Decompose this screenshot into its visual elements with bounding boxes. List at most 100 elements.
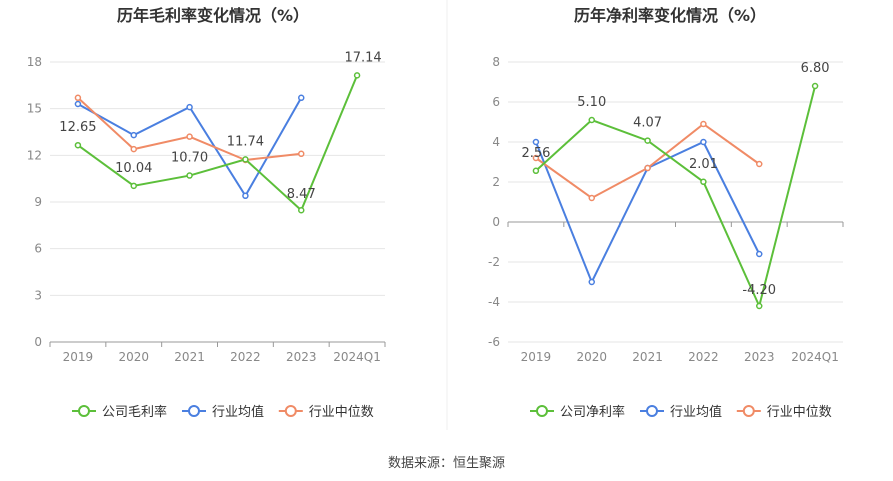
data-point [74, 94, 82, 102]
legend-swatch-marker [284, 405, 297, 417]
y-tick-label: 0 [34, 335, 42, 349]
legend-label: 行业均值 [212, 404, 264, 420]
x-tick-label: 2023 [744, 350, 775, 364]
data-point [588, 194, 595, 202]
data-point [644, 137, 651, 144]
series-line [535, 85, 817, 310]
data-point [298, 150, 305, 158]
legend-label: 公司净利率 [560, 404, 625, 420]
x-tick-label: 2022 [230, 350, 261, 364]
legend-label: 公司毛利率 [102, 404, 167, 420]
legend-item-industry_avg[interactable]: 行业均值 [182, 404, 264, 420]
data-point [130, 182, 137, 190]
series-industry_avg [74, 94, 305, 200]
data-label: 12.65 [59, 120, 96, 135]
series-line [77, 74, 359, 212]
legend-swatch-marker [742, 405, 755, 417]
legend-item-company[interactable]: 公司毛利率 [72, 404, 167, 420]
data-label: 10.70 [171, 151, 208, 166]
data-point [242, 156, 249, 163]
data-point [700, 178, 707, 186]
data-point [756, 302, 763, 310]
y-tick-label: 15 [27, 102, 42, 116]
y-tick-label: -4 [488, 295, 500, 309]
y-tick-label: 4 [492, 135, 500, 149]
series-industry_avg [532, 138, 763, 286]
data-point [644, 164, 651, 172]
data-point [74, 100, 82, 108]
x-tick-label: 2020 [576, 350, 607, 364]
legend: 公司净利率 行业均值 行业中位数 [530, 404, 832, 420]
legend-swatch-marker [536, 405, 548, 417]
x-tick-label: 2023 [286, 350, 317, 364]
data-label: 6.80 [801, 61, 830, 76]
series-company: 2.56 5.10 4.07 2.01 -4.20 6.80 [521, 61, 830, 310]
y-tick-label: 2 [492, 175, 500, 189]
data-point [74, 141, 82, 149]
data-label: 11.74 [227, 134, 264, 149]
data-point [532, 154, 540, 162]
series-line [534, 140, 761, 285]
chart-2: 历年净利率变化情况（%） -6 -4 -2 0 2 4 6 8 2019 2020 2021 2022 2… [488, 6, 844, 420]
y-tick-label: 9 [34, 195, 42, 209]
x-tick-label: 2021 [174, 350, 205, 364]
x-tick-label: 2019 [63, 350, 94, 364]
data-point [588, 116, 595, 124]
data-label: 2.56 [521, 146, 550, 161]
data-point [130, 131, 137, 139]
legend-item-industry_avg[interactable]: 行业均值 [640, 404, 722, 420]
chart-title: 历年净利率变化情况（%） [574, 6, 766, 25]
data-point [130, 145, 137, 153]
legend-label: 行业中位数 [767, 405, 832, 420]
legend: 公司毛利率 行业均值 行业中位数 [72, 404, 374, 420]
legend-swatch-marker [78, 405, 90, 417]
legend-item-industry_median[interactable]: 行业中位数 [736, 405, 832, 420]
series-company: 12.65 10.04 10.70 11.74 8.47 17.14 [59, 50, 382, 214]
x-tick-label: 2019 [521, 350, 552, 364]
data-point [532, 167, 540, 175]
data-point [298, 206, 305, 214]
data-point [811, 82, 819, 90]
data-point [756, 250, 763, 258]
legend-item-industry_median[interactable]: 行业中位数 [278, 405, 374, 420]
data-point [186, 133, 193, 140]
x-tick-label: 2022 [688, 350, 719, 364]
data-point [700, 138, 707, 146]
data-label: -4.20 [742, 283, 776, 298]
x-tick-label: 2024Q1 [791, 350, 839, 364]
legend-swatch-marker [188, 405, 200, 417]
data-point [532, 138, 540, 146]
data-label: 4.07 [633, 116, 662, 131]
y-tick-label: 8 [492, 55, 500, 69]
legend-swatch-marker [646, 405, 658, 417]
data-label: 8.47 [287, 187, 316, 202]
data-point [242, 192, 249, 200]
legend-item-company[interactable]: 公司净利率 [530, 404, 625, 420]
chart-title: 历年毛利率变化情况（%） [117, 6, 309, 25]
y-tick-label: 6 [492, 95, 500, 109]
y-tick-label: 12 [27, 148, 42, 162]
data-point [186, 103, 193, 111]
y-tick-label: 3 [34, 288, 42, 302]
y-tick-label: 6 [34, 242, 42, 256]
chart-1: 历年毛利率变化情况（%） 0 3 6 9 12 15 18 2019 2020 2021 2022 20… [27, 6, 386, 420]
data-point [186, 172, 193, 179]
data-label: 2.01 [689, 157, 718, 172]
x-tick-label: 2021 [632, 350, 663, 364]
data-label: 17.14 [344, 50, 381, 65]
data-point [298, 94, 305, 102]
data-point [588, 278, 595, 286]
legend-label: 行业中位数 [309, 405, 374, 420]
legend-label: 行业均值 [670, 404, 722, 420]
series-line [77, 97, 303, 198]
y-tick-label: 18 [27, 55, 42, 69]
data-label: 10.04 [115, 161, 152, 176]
y-tick-label: 0 [492, 215, 500, 229]
y-tick-label: -6 [488, 335, 500, 349]
y-tick-label: -2 [488, 255, 500, 269]
x-tick-label: 2024Q1 [333, 350, 381, 364]
data-point [756, 160, 763, 168]
series-industry_median [74, 94, 305, 164]
source-note: 数据来源：恒生聚源 [387, 456, 505, 471]
